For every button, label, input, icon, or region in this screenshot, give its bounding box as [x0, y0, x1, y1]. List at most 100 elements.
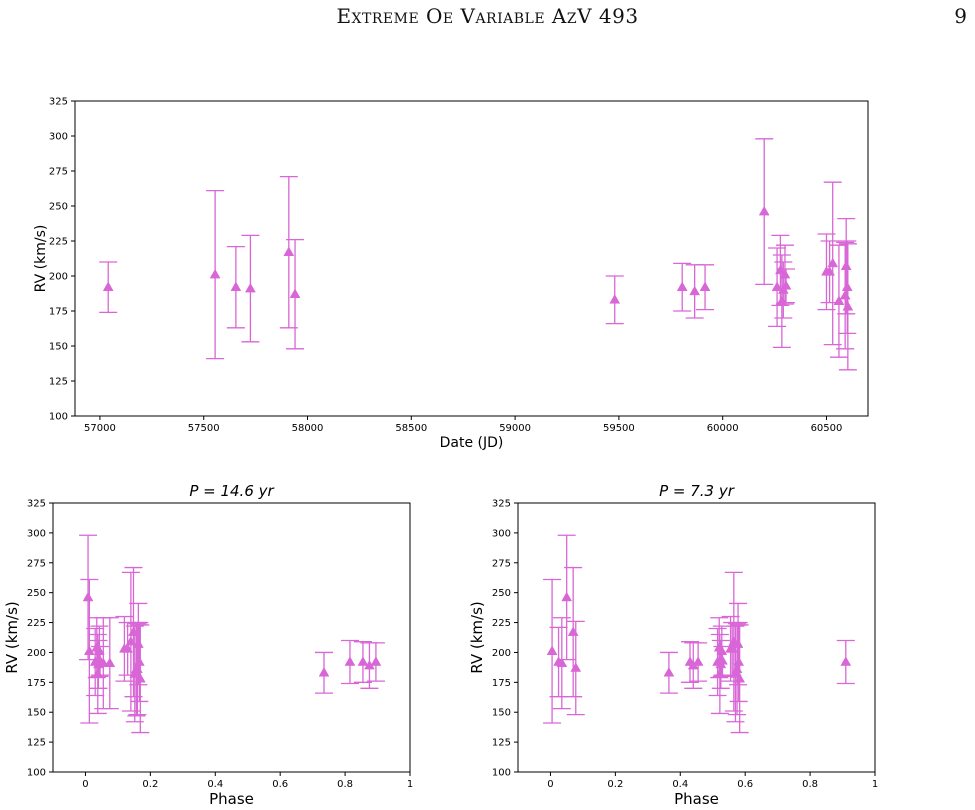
- triangle-marker: [840, 656, 852, 666]
- x-axis-label: Phase: [674, 790, 719, 808]
- y-tick-label: 175: [492, 678, 511, 689]
- x-axis-label: Date (JD): [440, 435, 504, 451]
- y-tick-label: 125: [49, 377, 68, 388]
- triangle-marker: [209, 268, 221, 279]
- data-point: [729, 621, 748, 703]
- x-axis-label: Phase: [209, 790, 254, 808]
- triangle-marker: [840, 260, 852, 270]
- x-tick-label: 0.8: [802, 779, 818, 790]
- triangle-marker: [663, 667, 675, 677]
- triangle-marker: [230, 281, 242, 291]
- y-tick-label: 150: [49, 342, 68, 353]
- rv-vs-date-chart: 100 125 150 175 200 225 250 275 300 325 57000 57500…: [33, 97, 869, 451]
- triangle-marker: [771, 281, 783, 291]
- y-tick-label: 100: [27, 768, 46, 779]
- data-point: [86, 627, 105, 697]
- triangle-marker: [245, 282, 256, 293]
- triangle-marker: [699, 281, 711, 291]
- data-point: [713, 645, 732, 676]
- triangle-marker: [758, 205, 770, 216]
- data-point: [241, 234, 260, 343]
- y-tick-label: 200: [492, 648, 511, 659]
- y-tick-label: 250: [492, 588, 511, 599]
- triangle-marker: [567, 626, 579, 636]
- triangle-marker: [833, 295, 845, 305]
- triangle-marker: [82, 591, 94, 602]
- y-tick-label: 100: [492, 768, 511, 779]
- chart-title: P = 14.6 yr: [189, 482, 274, 500]
- data-point: [837, 217, 856, 315]
- triangle-marker: [716, 645, 728, 656]
- data-point: [755, 138, 774, 286]
- plot-frame: [52, 502, 411, 773]
- y-tick-label: 300: [49, 132, 68, 143]
- data-point: [775, 244, 794, 305]
- data-point: [836, 639, 855, 685]
- data-point: [100, 617, 119, 710]
- data-point: [823, 181, 842, 346]
- y-axis-label: RV (km/s): [3, 601, 21, 674]
- y-tick-label: 325: [27, 499, 46, 510]
- data-point: [131, 624, 150, 734]
- x-tick-label: 0.6: [737, 779, 753, 790]
- data-point: [689, 642, 708, 682]
- triangle-marker: [609, 294, 621, 304]
- x-tick-label: 58500: [395, 423, 427, 434]
- x-tick-label: 58000: [292, 423, 324, 434]
- y-tick-label: 150: [492, 708, 511, 719]
- y-axis-label: RV (km/s): [468, 601, 486, 674]
- data-point: [673, 262, 692, 312]
- data-point: [829, 244, 848, 358]
- triangle-marker: [780, 280, 792, 290]
- data-point: [129, 602, 148, 686]
- data-point: [838, 243, 857, 371]
- page-number: 9: [954, 4, 967, 28]
- y-tick-label: 175: [27, 678, 46, 689]
- y-tick-label: 225: [492, 618, 511, 629]
- y-tick-label: 200: [27, 648, 46, 659]
- chart-title: P = 7.3 yr: [659, 482, 735, 500]
- triangle-marker: [133, 656, 145, 666]
- x-tick-label: 0.2: [142, 779, 158, 790]
- plot-frame: [517, 502, 876, 773]
- x-tick-label: 59000: [499, 423, 531, 434]
- triangle-marker: [283, 246, 295, 256]
- data-point: [659, 651, 678, 694]
- running-title: Extreme Oe Variable AzV 493: [336, 4, 639, 28]
- x-tick-label: 1: [407, 779, 413, 790]
- triangle-marker: [689, 285, 701, 296]
- x-tick-label: 60500: [811, 423, 843, 434]
- x-tick-label: 0.8: [337, 779, 353, 790]
- data-point: [543, 578, 562, 724]
- y-tick-label: 250: [27, 588, 46, 599]
- x-tick-label: 1: [872, 779, 878, 790]
- data-point: [768, 247, 787, 328]
- data-point: [314, 651, 333, 694]
- data-point: [696, 264, 715, 311]
- triangle-marker: [556, 657, 568, 667]
- triangle-marker: [733, 656, 745, 666]
- data-point: [340, 639, 359, 685]
- data-point: [771, 234, 790, 307]
- triangle-marker: [842, 301, 854, 311]
- y-tick-label: 200: [49, 272, 68, 283]
- triangle-marker: [570, 662, 582, 672]
- y-tick-label: 275: [27, 558, 46, 569]
- triangle-marker: [83, 645, 95, 656]
- data-point: [605, 275, 624, 325]
- plot-frame: [74, 100, 869, 417]
- triangle-marker: [102, 281, 114, 291]
- y-tick-label: 125: [27, 738, 46, 749]
- rv-phase-7yr-chart: 100 125 150 175 200 225 250 275 300 325 0 0.2 0.4 0.6…: [468, 482, 878, 808]
- y-tick-label: 325: [49, 97, 68, 108]
- y-tick-label: 150: [27, 708, 46, 719]
- x-tick-label: 0: [547, 779, 553, 790]
- triangle-marker: [692, 656, 704, 666]
- x-tick-label: 57500: [188, 423, 220, 434]
- triangle-marker: [676, 281, 688, 291]
- y-tick-label: 325: [492, 499, 511, 510]
- triangle-marker: [122, 643, 134, 653]
- y-tick-label: 225: [49, 237, 68, 248]
- triangle-marker: [318, 667, 330, 677]
- triangle-marker: [134, 673, 146, 683]
